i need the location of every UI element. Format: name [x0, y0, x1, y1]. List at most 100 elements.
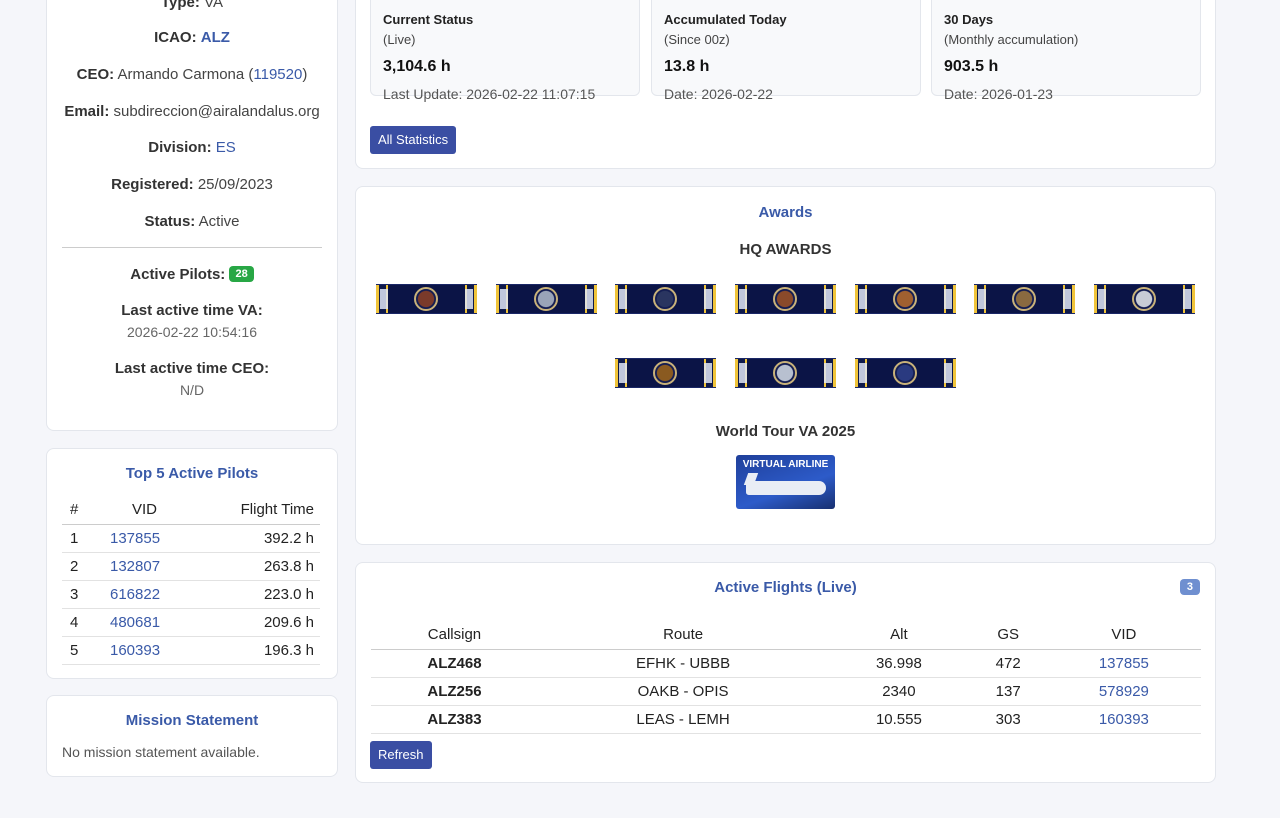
callsign-cell: ALZ256: [371, 677, 538, 706]
last-active-ceo-value: N/D: [179, 382, 205, 398]
pilot-vid-link[interactable]: 137855: [110, 529, 161, 547]
pilot-vid-link[interactable]: 160393: [110, 641, 161, 659]
va-info-card: Type: VA ICAO: ALZ CEO: Armando Carmona …: [46, 0, 338, 431]
ceo-row: CEO: Armando Carmona (119520): [47, 66, 337, 83]
last-active-va-value: 2026-02-22 10:54:16: [127, 324, 257, 340]
col-alt-header: Alt: [828, 621, 970, 650]
gs-cell: 137: [969, 677, 1047, 706]
award-ribbon[interactable]: [615, 284, 716, 314]
award-ribbon[interactable]: [735, 358, 836, 388]
airplane-icon: [746, 481, 826, 495]
ceo-close-paren: ): [302, 66, 308, 83]
stat-title: Current Status: [383, 12, 474, 27]
pilot-vid-link[interactable]: 616822: [110, 585, 161, 603]
ribbon-ivao-tag: [739, 289, 747, 309]
ribbon-ivao-tag: [585, 289, 593, 309]
table-row: 1 137855 392.2 h: [62, 524, 320, 553]
award-seal-icon: [773, 361, 797, 385]
ceo-vid-link[interactable]: 119520: [253, 66, 303, 83]
rank-cell: 5: [62, 636, 92, 665]
stat-value: 903.5 h: [944, 58, 999, 75]
award-ribbon[interactable]: [1094, 284, 1195, 314]
rank-cell: 4: [62, 608, 92, 637]
hq-awards-heading: HQ AWARDS: [739, 241, 832, 258]
division-label: Division:: [148, 139, 212, 156]
table-header-row: Callsign Route Alt GS VID: [371, 621, 1201, 650]
table-header-row: # VID Flight Time: [62, 496, 320, 525]
info-divider: [62, 247, 322, 248]
email-label: Email:: [64, 103, 110, 120]
award-ribbon[interactable]: [974, 284, 1075, 314]
award-seal-icon: [773, 287, 797, 311]
ribbon-ivao-tag: [380, 289, 388, 309]
stat-title: 30 Days: [944, 12, 994, 27]
table-row: ALZ383 LEAS - LEMH 10.555 303 160393: [371, 705, 1201, 734]
ribbon-ivao-tag: [619, 289, 627, 309]
world-tour-banner-title: VIRTUAL AIRLINE: [742, 459, 829, 470]
alt-cell: 2340: [828, 677, 970, 706]
rank-cell: 3: [62, 580, 92, 609]
col-vid-header: VID: [1046, 621, 1201, 650]
all-statistics-button[interactable]: All Statistics: [370, 126, 457, 154]
pilot-vid-link[interactable]: 480681: [110, 613, 161, 631]
award-seal-icon: [653, 287, 677, 311]
last-active-ceo-label: Last active time CEO:: [114, 360, 270, 377]
registered-row: Registered: 25/09/2023: [47, 176, 337, 193]
flight-vid-link[interactable]: 578929: [1098, 682, 1149, 700]
award-ribbon[interactable]: [376, 284, 477, 314]
flight-vid-link[interactable]: 160393: [1098, 710, 1149, 728]
table-row: 5 160393 196.3 h: [62, 636, 320, 665]
ribbon-ivao-tag: [824, 363, 832, 383]
ribbon-ivao-tag: [739, 363, 747, 383]
type-row: Type: VA: [47, 0, 337, 11]
status-row: Status: Active: [47, 213, 337, 230]
award-ribbon[interactable]: [615, 358, 716, 388]
ribbon-ivao-tag: [859, 363, 867, 383]
award-seal-icon: [534, 287, 558, 311]
statistics-card: Current Status (Live) 3,104.6 h Last Upd…: [355, 0, 1216, 169]
alt-cell: 36.998: [828, 649, 970, 678]
active-pilots-label: Active Pilots:: [130, 266, 226, 283]
division-link[interactable]: ES: [215, 139, 236, 156]
stat-value: 3,104.6 h: [383, 58, 451, 75]
col-flight-time-header: Flight Time: [197, 496, 320, 525]
mission-card: Mission Statement No mission statement a…: [46, 695, 338, 777]
award-ribbon[interactable]: [855, 358, 956, 388]
refresh-button[interactable]: Refresh: [370, 741, 432, 769]
ceo-name: Armando Carmona (: [117, 66, 254, 83]
stat-date: Date: 2026-01-23: [944, 86, 1053, 102]
route-cell: LEAS - LEMH: [537, 705, 829, 734]
stat-value: 13.8 h: [664, 58, 710, 75]
last-active-ceo-label-row: Last active time CEO:: [47, 360, 337, 377]
route-cell: OAKB - OPIS: [537, 677, 829, 706]
col-route-header: Route: [537, 621, 829, 650]
award-ribbon[interactable]: [735, 284, 836, 314]
ribbon-ivao-tag: [1183, 289, 1191, 309]
award-seal-icon: [653, 361, 677, 385]
stat-box-30days: 30 Days (Monthly accumulation) 903.5 h D…: [931, 0, 1201, 102]
last-active-va-label-row: Last active time VA:: [47, 302, 337, 319]
status-value: Active: [198, 213, 240, 230]
stat-box-today: Accumulated Today (Since 00z) 13.8 h Dat…: [651, 0, 921, 102]
award-ribbon[interactable]: [855, 284, 956, 314]
active-flights-card: Active Flights (Live) 3 Callsign Route A…: [355, 562, 1216, 783]
flight-vid-link[interactable]: 137855: [1098, 654, 1149, 672]
stat-subtitle: (Since 00z): [664, 32, 730, 47]
awards-title: Awards: [758, 204, 813, 221]
ceo-label: CEO:: [76, 66, 115, 83]
stat-subtitle: (Live): [383, 32, 416, 47]
top-pilots-card: Top 5 Active Pilots # VID Flight Time 1 …: [46, 448, 338, 679]
active-pilots-row: Active Pilots: 28: [47, 266, 337, 283]
callsign-cell: ALZ468: [371, 649, 538, 678]
table-row: 3 616822 223.0 h: [62, 580, 320, 609]
ribbon-ivao-tag: [1098, 289, 1106, 309]
ribbon-ivao-tag: [978, 289, 986, 309]
type-value: VA: [204, 0, 223, 11]
flight-time-cell: 209.6 h: [197, 608, 320, 637]
ribbon-ivao-tag: [944, 289, 952, 309]
award-ribbon[interactable]: [496, 284, 597, 314]
email-row: Email: subdireccion@airalandalus.org: [47, 103, 337, 120]
pilot-vid-link[interactable]: 132807: [110, 557, 161, 575]
world-tour-banner[interactable]: VIRTUAL AIRLINE: [736, 455, 835, 509]
icao-link[interactable]: ALZ: [200, 29, 230, 46]
